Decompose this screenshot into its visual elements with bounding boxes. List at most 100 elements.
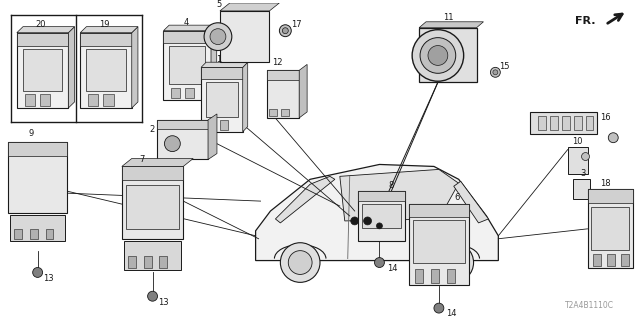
Text: 4: 4 xyxy=(184,18,189,27)
Circle shape xyxy=(582,153,589,161)
Polygon shape xyxy=(299,64,307,118)
Circle shape xyxy=(434,243,474,282)
Text: 3: 3 xyxy=(580,169,585,178)
Bar xyxy=(206,82,237,117)
Circle shape xyxy=(204,23,232,51)
Bar xyxy=(171,88,180,98)
Bar xyxy=(550,116,558,130)
Bar xyxy=(282,109,289,116)
Polygon shape xyxy=(220,3,280,11)
Bar xyxy=(415,269,423,283)
Polygon shape xyxy=(340,169,459,221)
Bar xyxy=(588,189,633,268)
Bar xyxy=(362,204,401,228)
Bar xyxy=(104,94,114,106)
Text: FR.: FR. xyxy=(575,16,595,26)
Circle shape xyxy=(148,291,157,301)
Bar xyxy=(163,31,211,100)
Bar xyxy=(122,166,183,239)
Circle shape xyxy=(351,217,358,225)
Bar xyxy=(588,189,633,204)
Bar xyxy=(538,116,546,130)
Bar xyxy=(86,49,125,91)
Circle shape xyxy=(280,25,291,37)
Bar xyxy=(143,256,152,268)
Text: 6: 6 xyxy=(454,193,460,202)
Text: 7: 7 xyxy=(139,155,145,164)
Text: 14: 14 xyxy=(387,264,397,273)
Bar xyxy=(17,33,68,46)
Circle shape xyxy=(374,258,385,268)
Bar xyxy=(24,94,35,106)
Bar xyxy=(80,33,132,46)
Polygon shape xyxy=(17,27,74,33)
Circle shape xyxy=(608,133,618,143)
Text: 15: 15 xyxy=(499,62,509,71)
Bar xyxy=(126,185,179,229)
Text: 10: 10 xyxy=(572,137,583,146)
Bar xyxy=(409,204,468,285)
Bar xyxy=(568,147,588,174)
Bar xyxy=(621,254,629,266)
Circle shape xyxy=(364,217,371,225)
Bar xyxy=(8,142,67,156)
Bar xyxy=(220,120,228,130)
Text: 5: 5 xyxy=(216,0,221,10)
Bar xyxy=(157,120,208,159)
Text: 13: 13 xyxy=(158,298,169,307)
Text: T2A4B1110C: T2A4B1110C xyxy=(565,301,614,310)
Circle shape xyxy=(282,28,288,34)
Text: 20: 20 xyxy=(35,20,46,29)
Bar xyxy=(586,116,593,130)
Bar xyxy=(409,204,468,217)
Circle shape xyxy=(164,136,180,152)
Text: 9: 9 xyxy=(28,129,33,138)
Bar xyxy=(573,179,591,199)
Bar xyxy=(220,11,269,62)
Bar xyxy=(17,33,68,108)
Bar xyxy=(593,254,602,266)
Bar xyxy=(8,142,67,213)
Polygon shape xyxy=(201,62,248,67)
Bar xyxy=(40,94,51,106)
Text: 13: 13 xyxy=(44,274,54,283)
Circle shape xyxy=(33,268,43,277)
Circle shape xyxy=(210,29,226,44)
Circle shape xyxy=(442,251,466,275)
Bar xyxy=(80,33,132,108)
Polygon shape xyxy=(132,27,138,108)
Text: 14: 14 xyxy=(447,308,457,317)
Circle shape xyxy=(412,30,463,81)
Bar xyxy=(201,67,243,132)
Polygon shape xyxy=(419,22,483,28)
Polygon shape xyxy=(122,158,193,166)
Polygon shape xyxy=(163,25,217,31)
Circle shape xyxy=(376,223,383,229)
Text: 1: 1 xyxy=(216,55,221,64)
Bar xyxy=(413,220,465,263)
Circle shape xyxy=(434,303,444,313)
Bar xyxy=(562,116,570,130)
Bar xyxy=(591,207,629,250)
Bar xyxy=(163,31,211,43)
Circle shape xyxy=(493,70,498,75)
Text: 16: 16 xyxy=(600,113,611,122)
Bar xyxy=(124,241,181,270)
Bar xyxy=(268,70,299,80)
Bar xyxy=(447,269,455,283)
Bar xyxy=(122,166,183,180)
Bar xyxy=(419,28,477,82)
Polygon shape xyxy=(255,164,499,260)
Bar xyxy=(185,88,195,98)
Bar xyxy=(159,256,168,268)
Bar xyxy=(88,94,99,106)
Polygon shape xyxy=(68,27,74,108)
Polygon shape xyxy=(275,176,335,223)
Bar xyxy=(269,109,277,116)
Circle shape xyxy=(288,251,312,275)
Bar xyxy=(169,46,205,84)
Bar xyxy=(128,256,136,268)
Bar xyxy=(45,229,54,239)
Bar xyxy=(607,254,615,266)
Circle shape xyxy=(280,243,320,282)
